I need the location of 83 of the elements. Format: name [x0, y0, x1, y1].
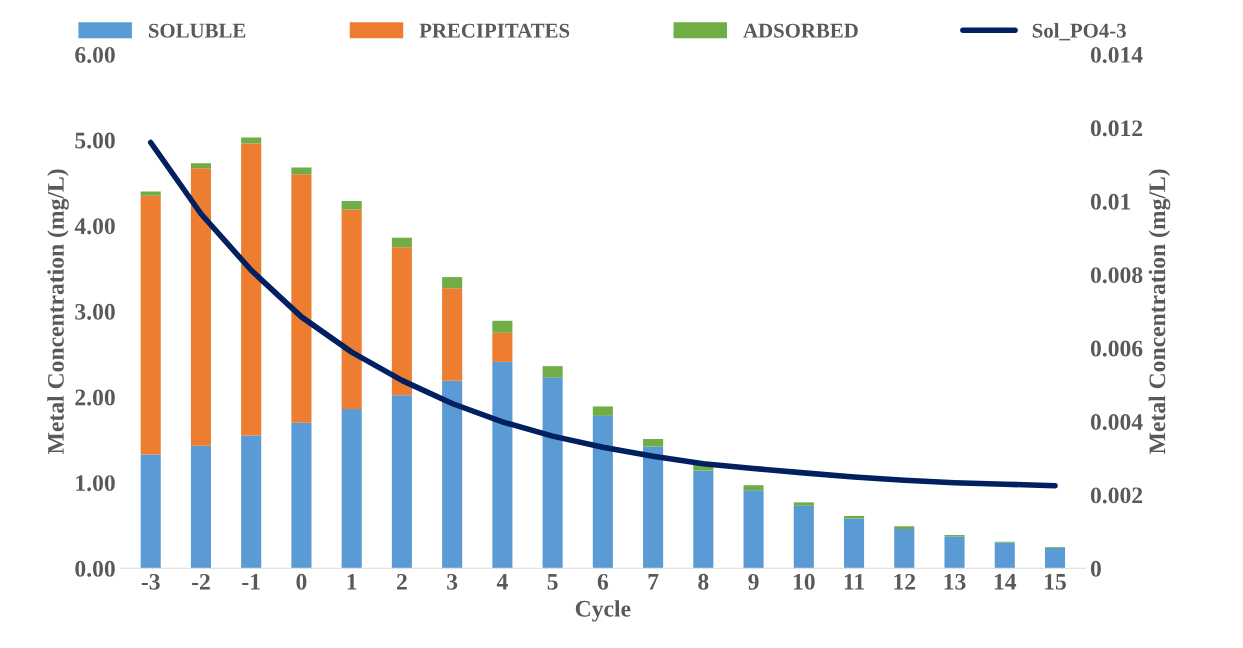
x-axis-title: Cycle — [575, 600, 631, 622]
bar — [793, 502, 814, 506]
y-tick-label: 3.00 — [75, 303, 115, 320]
bar — [1044, 547, 1066, 569]
x-tick-label: 14 — [994, 573, 1017, 590]
y2-tick-label: 0.012 — [1090, 120, 1143, 137]
x-tick-label: 1 — [347, 573, 357, 590]
x-tick-label: 12 — [894, 573, 916, 590]
x-tick-label: 4 — [496, 574, 508, 590]
bar — [442, 380, 463, 569]
bar — [743, 490, 764, 569]
x-tick-label: 6 — [597, 573, 609, 590]
bar — [190, 445, 211, 569]
x-tick-label: 13 — [944, 573, 966, 590]
bar — [592, 406, 613, 416]
bar — [291, 174, 312, 423]
bar — [140, 191, 161, 196]
y-tick-label: 2.00 — [75, 389, 115, 406]
x-tick-label: 11 — [844, 573, 864, 590]
bar — [693, 470, 714, 569]
legend-label: Sol_PO4-3 — [1032, 23, 1126, 41]
bar — [241, 143, 262, 436]
y-tick-label: 1.00 — [76, 475, 115, 492]
bar — [844, 516, 865, 519]
legend-label: PRECIPITATES — [419, 23, 570, 38]
x-tick-label: -3 — [141, 573, 160, 590]
bar — [793, 505, 814, 569]
bar — [190, 168, 211, 446]
bar — [140, 195, 161, 455]
bar — [341, 209, 362, 409]
bar — [341, 409, 362, 569]
x-tick-label: 10 — [793, 573, 815, 590]
bar — [241, 435, 262, 569]
bar — [592, 415, 613, 569]
x-tick-label: 5 — [547, 574, 558, 590]
x-tick-label: 9 — [748, 573, 759, 590]
bar — [894, 528, 915, 569]
bar — [291, 422, 312, 569]
x-tick-label: 7 — [648, 574, 659, 590]
x-tick-label: -2 — [191, 573, 210, 590]
bar — [241, 137, 262, 144]
y-tick-label: 5.00 — [75, 132, 115, 149]
bar — [894, 526, 915, 529]
x-tick-label: 2 — [396, 573, 407, 590]
x-tick-label: -1 — [242, 573, 260, 590]
bar — [391, 395, 412, 569]
bar — [492, 361, 513, 569]
bar — [944, 536, 965, 569]
bar — [391, 237, 412, 248]
y2-tick-label: 0.01 — [1090, 193, 1131, 210]
bar — [291, 167, 312, 175]
x-tick-label: 0 — [296, 573, 307, 590]
x-tick-label: 3 — [447, 573, 458, 590]
y2-tick-label: 0 — [1090, 560, 1101, 577]
bar — [391, 247, 412, 396]
legend-label: ADSORBED — [743, 23, 858, 38]
y2-tick-label: 0.002 — [1090, 487, 1143, 504]
bar — [542, 366, 563, 378]
bar — [643, 438, 664, 447]
bar — [492, 332, 513, 362]
x-tick-label: 8 — [698, 573, 709, 590]
y-axis-title: Metal Concentration (mg/L) — [47, 169, 69, 454]
x-tick-label: 15 — [1045, 573, 1066, 590]
y-tick-label: 4.00 — [74, 218, 115, 235]
y-tick-label: 0.00 — [75, 560, 115, 577]
bar — [442, 288, 463, 381]
bar — [190, 163, 211, 169]
bar — [492, 320, 513, 333]
y-tick-label: 6.00 — [75, 46, 115, 63]
y2-axis-title: Metal Concentration (mg/L) — [1148, 169, 1171, 454]
y2-tick-label: 0.014 — [1090, 46, 1143, 63]
bar — [442, 277, 463, 289]
bar — [140, 454, 161, 569]
bar — [341, 200, 362, 210]
y2-tick-label: 0.004 — [1090, 413, 1143, 431]
bar — [994, 542, 1015, 569]
bar — [844, 518, 865, 569]
legend-label: SOLUBLE — [148, 23, 246, 38]
bar — [743, 485, 764, 491]
y2-tick-label: 0.006 — [1090, 340, 1143, 357]
bar — [542, 377, 563, 569]
y2-tick-label: 0.008 — [1090, 267, 1143, 284]
bar — [643, 446, 664, 569]
